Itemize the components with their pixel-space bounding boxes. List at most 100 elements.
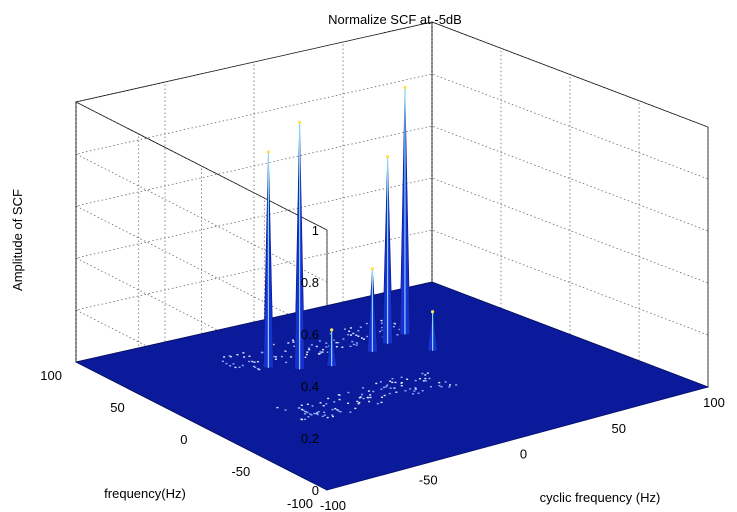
surface-noise-speck: [254, 366, 257, 368]
y-tick-label: -100: [287, 496, 313, 511]
surface-noise-speck: [306, 411, 309, 414]
peak-tip: [431, 310, 435, 314]
surface-noise-speck: [349, 345, 352, 348]
surface-noise-speck: [355, 344, 358, 346]
surface-noise-speck: [305, 411, 308, 413]
surface-noise-speck: [221, 360, 224, 363]
surface-noise-speck: [274, 358, 277, 361]
surface-noise-speck: [428, 377, 431, 380]
surface-noise-speck: [229, 355, 232, 358]
surface-noise-speck: [362, 387, 365, 389]
x-tick-label: -100: [320, 498, 346, 512]
surface-noise-speck: [424, 374, 427, 376]
surface-noise-speck: [343, 328, 346, 330]
surface-noise-speck: [347, 402, 350, 405]
surface-noise-speck: [421, 372, 424, 375]
surface-noise-speck: [331, 415, 334, 418]
surface-noise-speck: [368, 400, 371, 403]
surface-noise-speck: [272, 343, 275, 346]
surface-noise-speck: [293, 345, 296, 347]
surface-noise-speck: [391, 378, 394, 380]
surface-noise-speck: [236, 354, 239, 356]
x-tick-label: 100: [703, 395, 725, 410]
surface-noise-speck: [325, 346, 328, 348]
surface-noise-speck: [300, 418, 303, 420]
surface-noise-speck: [284, 350, 287, 352]
surface-noise-speck: [381, 326, 384, 329]
y-axis-label: frequency(Hz): [104, 486, 186, 501]
surface-noise-speck: [363, 338, 366, 340]
surface-noise-speck: [308, 348, 311, 351]
surface-noise-speck: [303, 410, 306, 413]
surface-noise-speck: [223, 356, 226, 358]
surface-noise-speck: [350, 334, 353, 336]
z-tick-label: 0.4: [301, 379, 319, 394]
surface-noise-speck: [306, 351, 309, 353]
surface-noise-speck: [381, 329, 384, 332]
surface-noise-speck: [300, 404, 303, 407]
surface-noise-speck: [338, 394, 341, 396]
surface-noise-speck: [380, 322, 383, 324]
surface-noise-speck: [424, 377, 427, 380]
surface-noise-speck: [325, 403, 328, 405]
y-tick-label: 50: [110, 400, 124, 415]
surface-noise-speck: [426, 372, 429, 374]
surface-noise-speck: [319, 352, 322, 355]
surface-noise-speck: [313, 412, 316, 415]
chart-title: Normalize SCF at -5dB: [328, 12, 462, 27]
surface-noise-speck: [361, 393, 364, 396]
surface-noise-speck: [321, 351, 324, 353]
surface-noise-speck: [400, 385, 403, 387]
surface-noise-speck: [305, 353, 308, 356]
surface-noise-speck: [303, 413, 306, 415]
surface-noise-speck: [354, 407, 357, 410]
surface-noise-speck: [339, 411, 342, 413]
surface-noise-speck: [358, 397, 361, 399]
surface-noise-speck: [347, 391, 350, 394]
surface-noise-speck: [252, 365, 255, 368]
surface-noise-speck: [418, 377, 421, 380]
surface-noise-speck: [396, 334, 399, 336]
surface-noise-speck: [318, 353, 321, 355]
surface-noise-speck: [327, 397, 330, 400]
surface-noise-speck: [424, 380, 427, 382]
surface-noise-speck: [380, 401, 383, 404]
surface-noise-speck: [337, 341, 340, 344]
surface-noise-speck: [326, 416, 329, 419]
z-tick-label: 0.8: [301, 275, 319, 290]
surface-noise-speck: [417, 392, 420, 394]
surface-noise-speck: [393, 387, 396, 389]
surface-noise-speck: [378, 330, 381, 333]
surface-noise-speck: [429, 386, 432, 388]
surface-noise-speck: [380, 388, 383, 390]
surface-noise-speck: [394, 381, 397, 384]
surface-noise-speck: [335, 346, 338, 348]
surface-noise-speck: [362, 397, 365, 400]
z-gridline: [74, 21, 709, 231]
surface-noise-speck: [317, 411, 320, 413]
surface-noise-speck: [234, 366, 237, 369]
surface-noise-speck: [409, 388, 412, 390]
surface-noise-speck: [380, 319, 383, 322]
x-tick-label: 50: [612, 421, 626, 436]
peak-marks: [263, 85, 438, 370]
surface-noise-speck: [316, 412, 319, 414]
surface-noise-speck: [322, 348, 325, 351]
x-tick-label: -50: [419, 472, 438, 487]
y-tick-label: 0: [180, 432, 187, 447]
surface-noise-speck: [356, 400, 359, 403]
surface-noise-speck: [438, 384, 441, 387]
surface-noise-speck: [348, 330, 351, 332]
surface-noise-speck: [280, 355, 283, 358]
surface-noise-speck: [292, 341, 295, 343]
surface-noise-speck: [383, 394, 386, 397]
surface-noise-speck: [355, 342, 358, 344]
y-tick-label: 100: [40, 368, 62, 383]
surface-noise-speck: [304, 418, 307, 421]
surface-noise-speck: [414, 388, 417, 390]
peak-tip: [403, 85, 407, 90]
surface-noise-speck: [342, 338, 345, 340]
surface-noise-speck: [351, 340, 354, 343]
surface-noise-speck: [337, 410, 340, 412]
